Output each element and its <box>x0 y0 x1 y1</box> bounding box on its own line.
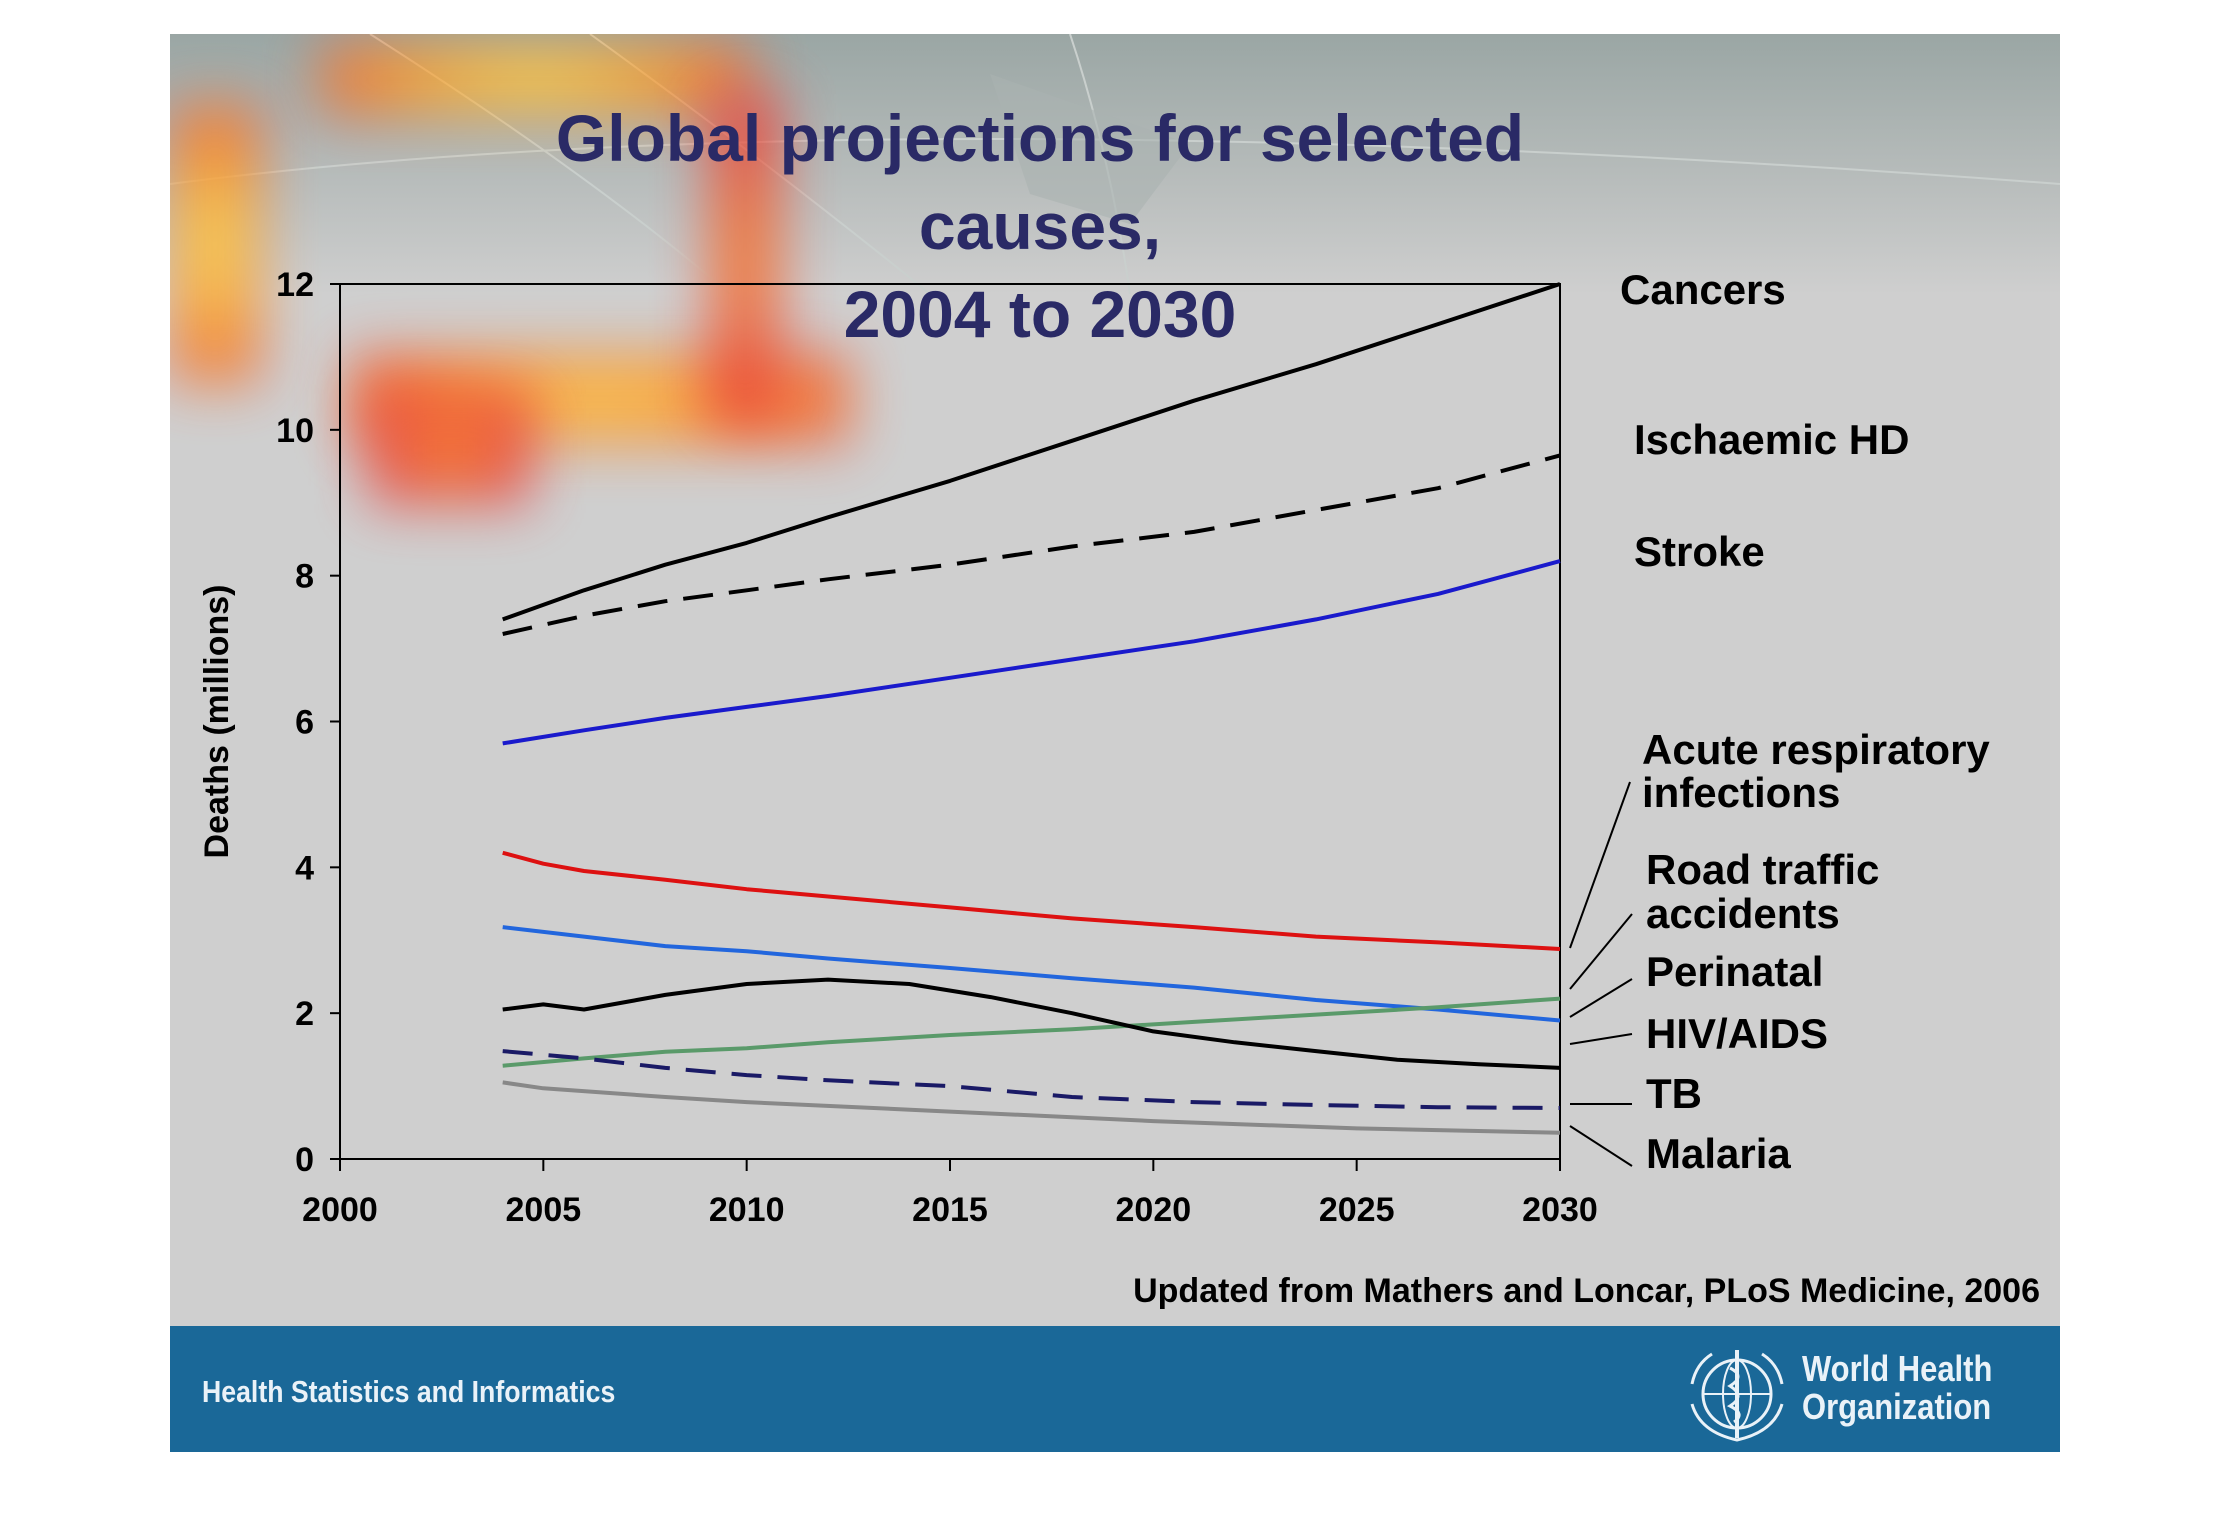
y-tick-label: 2 <box>295 995 314 1033</box>
x-tick-label: 2005 <box>506 1191 582 1229</box>
line-chart: 0 2 4 6 8 10 12 2000 2005 2010 2015 2020 2025 2030 Dea… <box>198 266 1990 1229</box>
series-label: Road traffic <box>1646 846 1879 893</box>
series-label: TB <box>1646 1070 1702 1117</box>
x-tick-label: 2025 <box>1319 1191 1395 1229</box>
x-tick-label: 2000 <box>302 1191 378 1229</box>
series-line <box>502 996 1561 1068</box>
series-label: infections <box>1642 769 1840 816</box>
series-label: accidents <box>1646 890 1840 937</box>
who-name-line-2: Organization <box>1802 1386 1992 1427</box>
series-line <box>502 282 1561 622</box>
series-label: Ischaemic HD <box>1634 416 1909 463</box>
who-emblem-icon <box>1690 1350 1784 1442</box>
y-tick-label: 8 <box>295 558 314 596</box>
y-tick-label: 12 <box>276 266 314 304</box>
label-leader-line <box>1569 913 1633 990</box>
label-leader-line <box>1569 1125 1633 1167</box>
series-line <box>502 559 1561 746</box>
label-leader-line <box>1569 781 1631 949</box>
series-label: Cancers <box>1620 266 1786 313</box>
series-label: Stroke <box>1634 528 1765 575</box>
series-label: Perinatal <box>1646 948 1823 995</box>
series-line <box>502 925 1561 1023</box>
x-tick-label: 2015 <box>912 1191 988 1229</box>
series-label: Malaria <box>1646 1130 1791 1177</box>
series-label: Acute respiratory <box>1642 726 1990 773</box>
y-axis-label: Deaths (millions) <box>198 585 236 859</box>
label-leader-line <box>1569 978 1633 1018</box>
y-tick-label: 0 <box>295 1141 314 1179</box>
who-name-line-1: World Health <box>1802 1348 1993 1389</box>
series-label: HIV/AIDS <box>1646 1010 1828 1057</box>
title-line-1: Global projections for selected causes, <box>555 101 1525 263</box>
page-title: Global projections for selected causes, … <box>470 94 1610 358</box>
series-line <box>502 453 1561 636</box>
series-line <box>502 1049 1561 1110</box>
plot-frame <box>339 283 1561 1160</box>
x-tick-label: 2030 <box>1522 1191 1598 1229</box>
y-tick-label: 6 <box>295 704 314 742</box>
title-line-2: 2004 to 2030 <box>843 277 1237 351</box>
who-name: World Health Organization <box>1802 1350 1992 1426</box>
footer-department: Health Statistics and Informatics <box>202 1374 616 1409</box>
x-tick-label: 2010 <box>709 1191 785 1229</box>
source-citation: Updated from Mathers and Loncar, PLoS Me… <box>1133 1272 2040 1310</box>
x-tick-label: 2020 <box>1116 1191 1192 1229</box>
series-line <box>502 1080 1561 1135</box>
slide: Global projections for selected causes, … <box>170 34 2060 1452</box>
y-tick-label: 10 <box>276 412 314 450</box>
label-leader-line <box>1569 1033 1633 1045</box>
series-line <box>502 850 1561 951</box>
y-tick-label: 4 <box>295 849 314 887</box>
series-line <box>502 977 1561 1070</box>
footer-bar: Health Statistics and Informatics World … <box>170 1326 2060 1452</box>
